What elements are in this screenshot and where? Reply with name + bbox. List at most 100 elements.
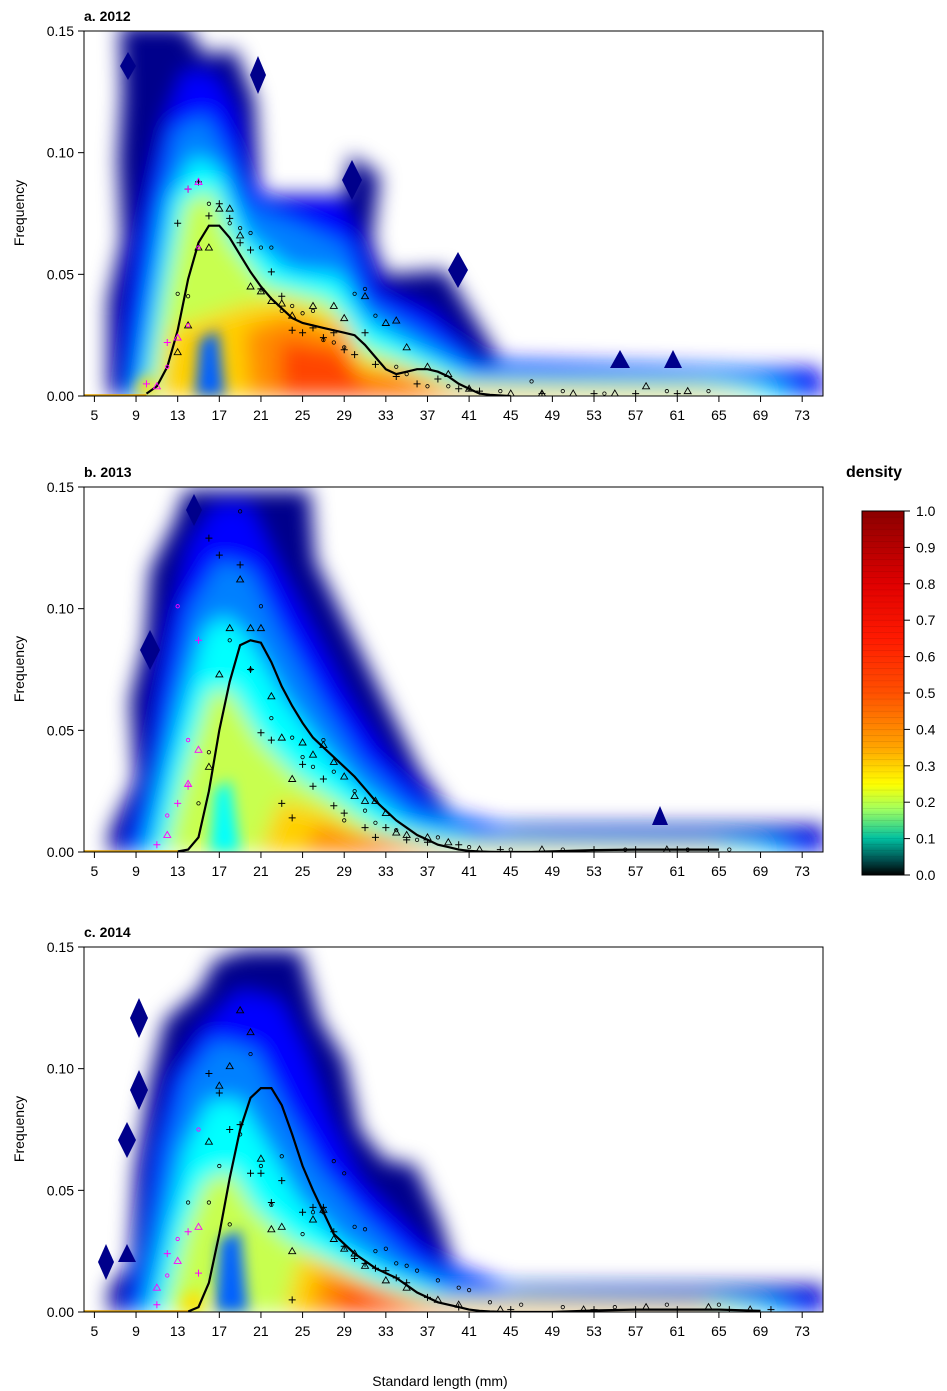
- panel-b-x-tick-label: 49: [545, 863, 561, 879]
- panel-b-circle-point: [290, 735, 295, 740]
- panel-a-y-tick-label: 0.00: [47, 388, 74, 404]
- legend-tick-label: 0.0: [916, 867, 936, 883]
- legend-ticks: 0.0 0.1 0.2 0.3 0.4 0.5 0.6 0.7 0.8 0.9 1.0: [863, 503, 936, 883]
- panel-b-triangle-point: [204, 762, 214, 770]
- panel-b-triangle-point: [339, 772, 349, 780]
- panel-c-x-tick-label: 53: [586, 1323, 602, 1339]
- panel-a-plus-point: [278, 292, 286, 300]
- panel-a-circle-point: [602, 391, 607, 396]
- panel-b-circle-point: [227, 638, 232, 643]
- panel-a-circle-point: [664, 389, 669, 394]
- panel-b-triangle-point: [225, 623, 235, 632]
- panel-a-magenta-point: [142, 380, 150, 388]
- panel-c-plus-point: [236, 1121, 244, 1129]
- panel-b-triangle-point: [298, 738, 307, 746]
- panel-a-magenta-point: [185, 323, 191, 328]
- panel-b-triangle-point: [246, 623, 255, 632]
- panel-b-plus-point: [267, 736, 275, 744]
- panel-c-triangle-point: [319, 1205, 328, 1213]
- panel-c-triangle-point: [433, 1295, 443, 1303]
- panel-c-magenta-point: [194, 1269, 202, 1277]
- panel-b-x-tick-label: 13: [170, 863, 186, 879]
- panel-a-triangle-point: [204, 243, 214, 251]
- panel-b-frame: [83, 486, 824, 853]
- panel-b-triangle-point: [391, 828, 401, 836]
- panel-b-plus-point: [309, 782, 317, 790]
- panel-b-plus-point: [257, 729, 265, 737]
- panel-a-x-tick-label: 73: [794, 407, 810, 423]
- panel-a-circle-point: [310, 308, 316, 313]
- panel-b-x-tick-label: 41: [461, 863, 477, 879]
- panel-b-circle-point: [258, 604, 264, 609]
- panel-c-circle-point: [467, 1288, 472, 1293]
- panel-a-median-line: [145, 224, 511, 396]
- panel-c-plus-point: [278, 1177, 286, 1185]
- panel-c-magenta-point: [163, 1250, 171, 1258]
- panel-b-plus-point: [382, 824, 390, 832]
- panel-a-triangle-point: [256, 286, 266, 295]
- panel-c-plus-point: [340, 1242, 348, 1250]
- panel-c-x-tick-label: 57: [628, 1323, 644, 1339]
- panel-b-x-tick-label: 37: [420, 863, 436, 879]
- panel-b-y-tick-label: 0.05: [47, 722, 74, 738]
- panel-a-x-tick-label: 69: [753, 407, 769, 423]
- panel-c-triangle-point: [704, 1302, 713, 1311]
- panel-b-plus-point: [319, 775, 327, 783]
- panel-c-title: c. 2014: [84, 924, 131, 940]
- panel-c-x-tick-label: 73: [794, 1323, 810, 1339]
- panel-c-x-tick-label: 29: [336, 1323, 352, 1339]
- panel-a-x-tick-label: 49: [545, 407, 561, 423]
- panel-b-x-tick-label: 9: [132, 863, 140, 879]
- legend-tick-label: 0.5: [916, 685, 936, 701]
- panel-a-magenta-point: [173, 333, 182, 341]
- panel-a-circle-point: [404, 371, 409, 377]
- legend-tick-label: 0.6: [916, 649, 936, 665]
- panel-c-x-tick-label: 37: [420, 1323, 436, 1339]
- panel-c-marks: [84, 1005, 775, 1312]
- panel-a-plus-point: [476, 387, 484, 395]
- legend-tick-label: 1.0: [916, 503, 936, 519]
- panel-c-plus-point: [392, 1274, 400, 1282]
- panel-a-magenta-point: [165, 364, 170, 369]
- panel-c-triangle-point: [235, 1005, 245, 1014]
- panel-b-triangle-point: [381, 808, 391, 817]
- panel-a-plus-point: [205, 212, 213, 220]
- panel-c-circle-point: [560, 1305, 565, 1310]
- panel-c-triangle-point: [204, 1137, 214, 1145]
- panel-a-plus-point: [319, 334, 327, 342]
- panel-c-triangle-point: [641, 1302, 651, 1311]
- panel-a-y-tick-label: 0.10: [47, 145, 74, 161]
- panel-a-circle-point: [342, 345, 347, 350]
- panel-c-circle-point: [300, 1232, 305, 1237]
- panel-b-magenta-point: [162, 830, 172, 838]
- panel-c-magenta-point: [173, 1256, 182, 1264]
- panel-b-median-line: [177, 639, 719, 852]
- panel-a-circle-point: [706, 389, 711, 394]
- panel-a-x-tick-label: 41: [461, 407, 477, 423]
- panel-c-circle-point: [279, 1154, 284, 1159]
- legend-tick-label: 0.4: [916, 721, 936, 737]
- panel-b-plot-area: [84, 490, 823, 852]
- panel-a-triangle-point: [329, 301, 339, 309]
- panel-a-magenta-point: [184, 185, 192, 193]
- panel-a-x-tick-label: 17: [212, 407, 228, 423]
- panel-c-circle-point: [310, 1210, 316, 1215]
- panel-c-axes: 5 9 13 17 21 25 29 33 37 41 45 49 53 57 61 65 69 73 0.00 0.…: [47, 939, 810, 1339]
- panel-c-triangle-point: [496, 1305, 505, 1312]
- panel-c-y-tick-label: 0.00: [47, 1304, 74, 1320]
- panel-b-magenta-point: [184, 782, 192, 790]
- panel-c-circle-point: [331, 1159, 336, 1164]
- panel-b-y-tick-label: 0.10: [47, 601, 74, 617]
- panel-c-triangle-point: [329, 1234, 339, 1242]
- panel-b-x-tick-label: 33: [378, 863, 394, 879]
- panel-a-circle-point: [362, 286, 368, 292]
- panel-a-triangle-point: [267, 296, 276, 305]
- panel-c-plus-point: [205, 1070, 213, 1078]
- panel-b-circle-point: [508, 847, 513, 852]
- panel-b-triangle-point: [308, 750, 318, 758]
- panel-a-triangle-point: [277, 299, 287, 307]
- panel-a-plus-point: [309, 324, 317, 332]
- panel-a-x-tick-label: 33: [378, 407, 394, 423]
- panel-b-magenta-point: [165, 813, 170, 818]
- legend-tick-label: 0.8: [916, 576, 936, 592]
